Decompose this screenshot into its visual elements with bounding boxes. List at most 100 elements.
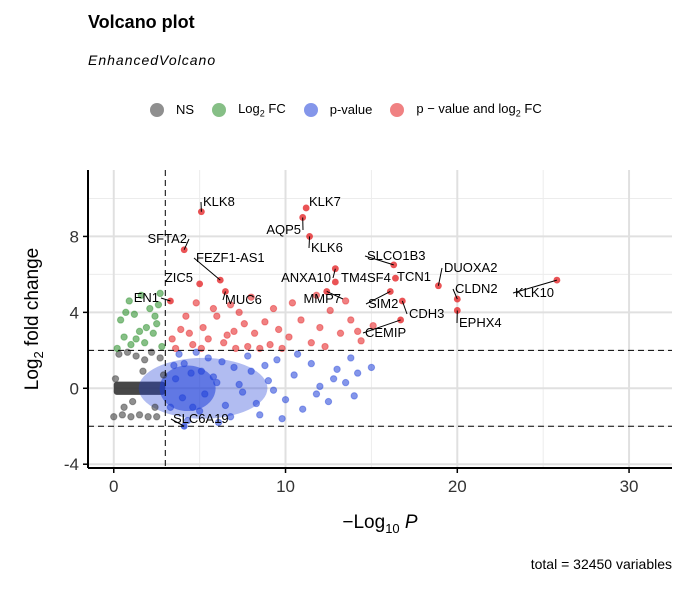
data-point-pfc <box>199 323 207 332</box>
data-point-pfc <box>204 335 212 343</box>
legend: NS Log2 FC p-value p − value and log2 FC <box>150 101 560 119</box>
data-point-fc <box>120 333 128 341</box>
label-connector <box>308 236 311 249</box>
data-point-pfc <box>230 327 238 336</box>
data-point-labeled <box>302 204 310 212</box>
data-point-fc <box>137 291 145 299</box>
legend-item-pfc: p − value and log2 FC <box>390 101 542 119</box>
data-point-p <box>230 363 238 372</box>
data-point-pfc <box>274 325 283 334</box>
data-point-fc <box>125 297 133 305</box>
data-point-ns <box>159 371 168 379</box>
point-label: EN1 <box>134 290 159 305</box>
data-point-p <box>281 395 290 404</box>
data-point-p <box>235 380 243 389</box>
x-tick-label: 30 <box>620 477 639 496</box>
label-connector <box>401 300 408 315</box>
data-point-ns <box>156 354 164 362</box>
point-label: ANXA10 <box>281 270 331 285</box>
data-point-fc <box>146 304 154 313</box>
data-point-p <box>170 361 178 370</box>
data-point-p <box>244 352 252 360</box>
data-point-fc <box>158 342 166 351</box>
data-point-pfc <box>369 321 377 330</box>
data-point-pfc <box>223 331 231 339</box>
point-label: KLK10 <box>515 285 554 300</box>
data-point-p <box>180 359 188 368</box>
data-point-ns <box>127 413 135 421</box>
data-point-fc <box>153 320 161 328</box>
x-tick-label: 10 <box>276 477 295 496</box>
legend-item-fc: Log2 FC <box>212 101 286 119</box>
y-tick-label: 8 <box>70 227 79 246</box>
data-point-p <box>341 378 350 387</box>
data-point-fc <box>127 340 135 349</box>
data-point-ns <box>139 367 147 375</box>
data-point-labeled <box>196 280 204 288</box>
point-label: TCN1 <box>397 269 431 284</box>
point-label: TM4SF4 <box>341 270 391 285</box>
point-label: SFTA2 <box>148 231 188 246</box>
label-connector <box>193 257 221 281</box>
label-connector <box>170 418 185 427</box>
x-tick-label: 0 <box>109 477 118 496</box>
data-point-pfc <box>341 297 350 305</box>
data-point-ns <box>111 375 120 383</box>
data-point-fc <box>135 327 144 336</box>
label-connector <box>365 291 391 305</box>
data-point-pfc <box>240 320 249 328</box>
data-point-p <box>316 382 324 391</box>
data-point-p <box>307 359 315 368</box>
label-connector <box>362 319 401 334</box>
point-label: ZIC5 <box>165 270 193 285</box>
data-point-ns <box>151 403 159 411</box>
data-point-p <box>367 363 376 372</box>
data-point-pfc <box>336 329 345 337</box>
data-point-fc <box>116 316 125 324</box>
data-point-p <box>166 403 175 411</box>
ns-dense-band <box>113 381 166 395</box>
x-tick-label: 20 <box>448 477 467 496</box>
data-point-p <box>221 401 230 410</box>
data-point-pfc <box>189 340 197 349</box>
data-point-p <box>256 411 264 419</box>
data-point-labeled <box>331 278 339 286</box>
data-point-p <box>312 390 321 398</box>
point-label: MMP7 <box>303 291 341 306</box>
data-point-pfc <box>353 327 362 336</box>
data-point-pfc <box>307 339 315 347</box>
data-point-pfc <box>235 308 243 317</box>
data-point-p <box>293 350 302 358</box>
point-label: FEZF1-AS1 <box>196 250 265 265</box>
data-point-p <box>324 397 333 406</box>
label-connector <box>160 297 171 302</box>
data-point-p <box>350 392 358 400</box>
label-connector <box>183 238 190 250</box>
data-point-pfc <box>185 329 194 337</box>
data-point-p <box>175 350 183 358</box>
point-label: KLK7 <box>309 194 341 209</box>
legend-item-p: p-value <box>303 102 372 117</box>
data-point-ns <box>135 411 144 419</box>
label-connector <box>364 255 394 266</box>
data-point-pfc <box>269 304 278 313</box>
label-connector <box>512 279 558 294</box>
data-point-pfc <box>209 304 218 313</box>
data-point-p <box>214 418 223 427</box>
data-point-p <box>189 403 197 411</box>
data-point-pfc <box>182 312 190 320</box>
data-point-fc <box>142 323 151 332</box>
data-point-pfc <box>213 312 221 320</box>
label-connector <box>437 267 443 286</box>
data-point-p <box>247 367 255 375</box>
data-point-pfc <box>247 293 255 301</box>
chart-title: Volcano plot <box>88 12 195 32</box>
point-label: MUC6 <box>225 292 262 307</box>
data-point-fc <box>140 339 149 347</box>
data-point-p <box>347 354 355 362</box>
data-point-pfc <box>288 299 297 307</box>
data-point-p <box>195 407 204 415</box>
data-point-pfc <box>316 323 324 332</box>
data-point-ns <box>128 397 137 406</box>
label-connector <box>332 268 336 279</box>
